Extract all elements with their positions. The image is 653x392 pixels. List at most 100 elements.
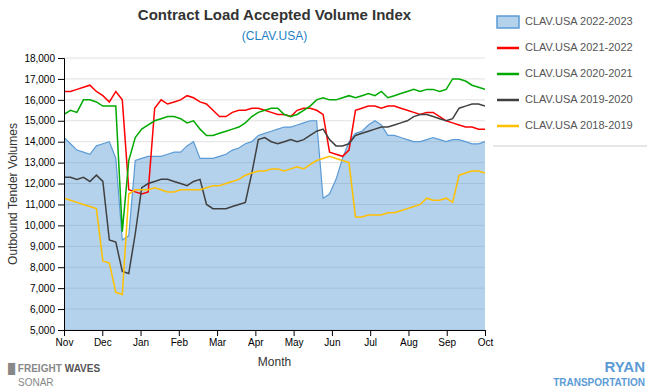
tick: Jan <box>133 330 149 348</box>
tick-mark <box>217 330 218 336</box>
tick-label: 13,000 <box>24 157 55 168</box>
tick-label: Jan <box>133 337 149 348</box>
tick-mark <box>58 288 64 289</box>
tick-mark <box>447 330 448 336</box>
legend-label: CLAV.USA 2019-2020 <box>525 93 633 105</box>
y-axis-title: Outbound Tender Volumes <box>6 123 20 265</box>
tick: 5,000 <box>30 325 64 336</box>
tick-mark <box>58 163 64 164</box>
tick-label: 15,000 <box>24 115 55 126</box>
axis-line <box>58 59 65 331</box>
tick-label: 17,000 <box>24 74 55 85</box>
legend-item: CLAV.USA 2020-2021 <box>497 67 633 79</box>
chart: Nov Dec Jan Feb Mar Apr May Jun Jul Aug Sep Oct 5,00… <box>0 0 653 392</box>
tick-mark <box>370 330 371 336</box>
tick: Nov <box>56 330 74 348</box>
tick: 16,000 <box>24 95 64 106</box>
tick-label: Apr <box>248 337 264 348</box>
tick: Dec <box>94 330 112 348</box>
tick-mark <box>58 58 64 59</box>
grid-line <box>64 99 485 100</box>
annotation: WAVES <box>65 363 101 374</box>
x-axis-title: Month <box>258 355 291 369</box>
annotation: RYAN <box>604 358 645 375</box>
tick-mark <box>485 330 486 336</box>
tick-mark <box>58 246 64 247</box>
tick-label: May <box>285 337 304 348</box>
tick-mark <box>179 330 180 336</box>
tick-mark <box>141 330 142 336</box>
annotation: SONAR <box>18 377 54 388</box>
tick-mark <box>102 330 103 336</box>
tick-mark <box>58 204 64 205</box>
tick: Mar <box>209 330 227 348</box>
line <box>64 104 485 273</box>
legend-swatch <box>497 73 519 76</box>
tick-label: 7,000 <box>30 283 55 294</box>
tick-label: 9,000 <box>30 241 55 252</box>
tick-label: 10,000 <box>24 220 55 231</box>
tick: 14,000 <box>24 136 64 147</box>
tick: 8,000 <box>30 262 64 273</box>
legend-separator <box>493 146 647 147</box>
annotation: TRANSPORTATION <box>553 377 645 388</box>
tick: Sep <box>438 330 456 348</box>
tick: 15,000 <box>24 115 64 126</box>
tick: 6,000 <box>30 304 64 315</box>
tick-label: Aug <box>400 337 418 348</box>
grid-line <box>64 78 485 79</box>
tick: Aug <box>400 330 418 348</box>
tick-mark <box>58 100 64 101</box>
tick-label: 18,000 <box>24 53 55 64</box>
tick: 10,000 <box>24 220 64 231</box>
legend-label: CLAV.USA 2021-2022 <box>525 41 633 53</box>
tick-label: 16,000 <box>24 95 55 106</box>
tick: May <box>285 330 304 348</box>
tick-mark <box>58 330 64 331</box>
legend-swatch <box>497 47 519 50</box>
tick-mark <box>58 142 64 143</box>
tick-label: Jul <box>364 337 377 348</box>
tick-mark <box>255 330 256 336</box>
tick: 12,000 <box>24 178 64 189</box>
tick: Jul <box>364 330 377 348</box>
tick-label: Feb <box>171 337 189 348</box>
plot-area: Nov Dec Jan Feb Mar Apr May Jun Jul Aug Sep Oct 5,00… <box>24 53 493 348</box>
tick: 9,000 <box>30 241 64 252</box>
legend-item: CLAV.USA 2019-2020 <box>497 93 633 105</box>
legend-item: CLAV.USA 2021-2022 <box>497 41 633 53</box>
legend-swatch <box>497 16 519 28</box>
tick: 18,000 <box>24 53 64 64</box>
tick: Jun <box>324 330 340 348</box>
legend-swatch <box>497 125 519 128</box>
tick-mark <box>58 225 64 226</box>
tick-label: Jun <box>324 337 340 348</box>
tick-label: Sep <box>438 337 456 348</box>
tick-label: 6,000 <box>30 304 55 315</box>
x-axis: Nov Dec Jan Feb Mar Apr May Jun Jul Aug Sep Oct <box>56 330 494 348</box>
data-layer <box>64 79 485 330</box>
tick-label: Oct <box>478 337 494 348</box>
tick-label: 5,000 <box>30 325 55 336</box>
legend-label: CLAV.USA 2022-2023 <box>525 15 633 27</box>
title: Contract Load Accepted Volume Index <box>138 6 412 23</box>
tick: 7,000 <box>30 283 64 294</box>
tick: Oct <box>478 330 494 348</box>
tick: Feb <box>171 330 189 348</box>
tick-label: Mar <box>209 337 227 348</box>
legend-item: CLAV.USA 2018-2019 <box>497 119 633 131</box>
tick-mark <box>58 121 64 122</box>
tick-mark <box>408 330 409 336</box>
legend-item: CLAV.USA 2022-2023 <box>497 15 633 28</box>
y-axis: 5,000 6,000 7,000 8,000 9,000 10,000 11,000 12,… <box>24 53 64 336</box>
tick-label: 8,000 <box>30 262 55 273</box>
tick-mark <box>58 79 64 80</box>
tick: Apr <box>248 330 264 348</box>
grid <box>64 58 485 330</box>
tick: 17,000 <box>24 74 64 85</box>
legend-swatch <box>497 99 519 102</box>
tick-mark <box>332 330 333 336</box>
area <box>64 121 485 330</box>
tick: 11,000 <box>25 199 64 210</box>
axis-line <box>65 331 486 337</box>
